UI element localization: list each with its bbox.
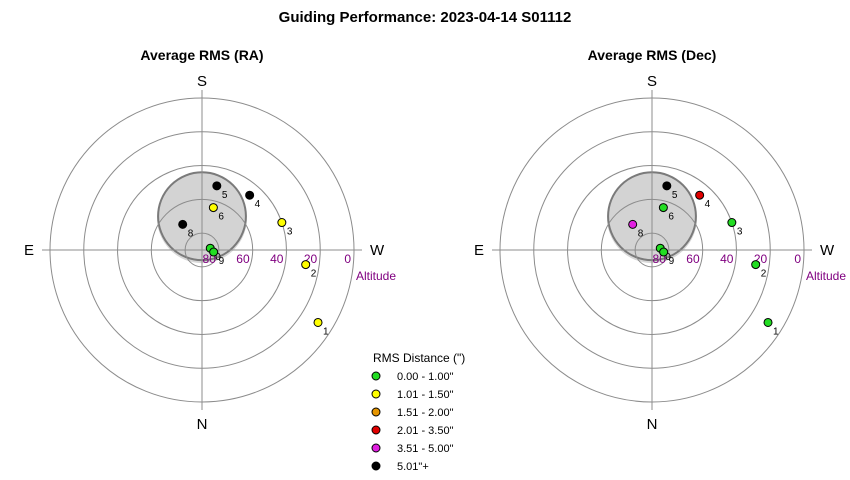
panel-2-point-label-2: 2	[761, 269, 767, 280]
legend-swatch-4	[371, 425, 381, 435]
legend-label-6: 5.01"+	[397, 461, 429, 473]
panel-2-point-label-9: 9	[669, 256, 675, 267]
legend-label-3: 1.51 - 2.00"	[397, 407, 454, 419]
legend-swatch-3	[371, 407, 381, 417]
panel-2-point-4	[695, 190, 705, 200]
legend-swatch-2	[371, 389, 381, 399]
panel-2-title: Average RMS (Dec)	[588, 47, 717, 63]
panel-2-alt-tick-40: 40	[720, 252, 734, 266]
legend-swatch-6	[371, 461, 381, 471]
chart-main-title: Guiding Performance: 2023-04-14 S01112	[278, 9, 572, 26]
panel-1-point-label-6: 6	[218, 212, 224, 223]
panel-1-point-label-5: 5	[222, 190, 228, 201]
panel-1-dir-top: S	[197, 73, 207, 90]
panel-1-point-label-9: 9	[219, 256, 225, 267]
panel-1-alt-tick-0: 0	[344, 252, 351, 266]
panel-2-point-label-6: 6	[668, 212, 674, 223]
panel-1-point-label-0: 0	[215, 252, 221, 263]
panel-1-point-6	[208, 203, 218, 213]
panel-2-point-label-4: 4	[705, 199, 711, 210]
panel-2-point-8	[628, 219, 638, 229]
legend-label-5: 3.51 - 5.00"	[397, 443, 454, 455]
panel-2-point-2	[751, 260, 761, 270]
panel-2-point-label-1: 1	[773, 326, 779, 337]
legend-swatch-1	[371, 371, 381, 381]
legend-label-2: 1.01 - 1.50"	[397, 389, 454, 401]
panel-2-dir-left: E	[474, 242, 484, 259]
panel-1-point-label-2: 2	[311, 269, 317, 280]
panel-1-point-3	[277, 218, 287, 228]
panel-1-point-2	[301, 260, 311, 270]
panel-2-point-label-8: 8	[638, 228, 644, 239]
legend-title: RMS Distance (")	[373, 351, 465, 365]
panel-2-point-3	[727, 218, 737, 228]
legend-label-1: 0.00 - 1.00"	[397, 371, 454, 383]
panel-1-point-4	[245, 190, 255, 200]
panel-2-point-label-3: 3	[737, 227, 743, 238]
panel-1-point-label-8: 8	[188, 228, 194, 239]
panel-2-point-5	[662, 181, 672, 191]
panel-1-point-9	[209, 247, 219, 257]
panel-2-point-1	[763, 317, 773, 327]
panel-2-dir-top: S	[647, 73, 657, 90]
panel-1-alt-tick-60: 60	[236, 252, 250, 266]
panel-2-alt-tick-0: 0	[794, 252, 801, 266]
panel-1-dir-right: W	[370, 242, 385, 259]
panel-1-point-label-4: 4	[255, 199, 261, 210]
panel-1-dir-left: E	[24, 242, 34, 259]
panel-2-point-label-5: 5	[672, 190, 678, 201]
legend-swatch-5	[371, 443, 381, 453]
panel-1-alt-label: Altitude	[356, 269, 396, 283]
panel-1-point-8	[178, 219, 188, 229]
panel-2-point-9	[659, 247, 669, 257]
panel-1-alt-tick-40: 40	[270, 252, 284, 266]
panel-1-point-5	[212, 181, 222, 191]
panel-1-point-label-1: 1	[323, 326, 329, 337]
panel-1-title: Average RMS (RA)	[140, 47, 263, 63]
panel-2-point-label-0: 0	[665, 252, 671, 263]
panel-1-point-1	[313, 317, 323, 327]
panel-1-point-label-3: 3	[287, 227, 293, 238]
panel-1-dir-bottom: N	[197, 416, 208, 433]
legend-label-4: 2.01 - 3.50"	[397, 425, 454, 437]
panel-2-point-6	[658, 203, 668, 213]
panel-2-dir-right: W	[820, 242, 835, 259]
panel-2-alt-tick-60: 60	[686, 252, 700, 266]
panel-2-dir-bottom: N	[647, 416, 658, 433]
panel-2-alt-label: Altitude	[806, 269, 846, 283]
